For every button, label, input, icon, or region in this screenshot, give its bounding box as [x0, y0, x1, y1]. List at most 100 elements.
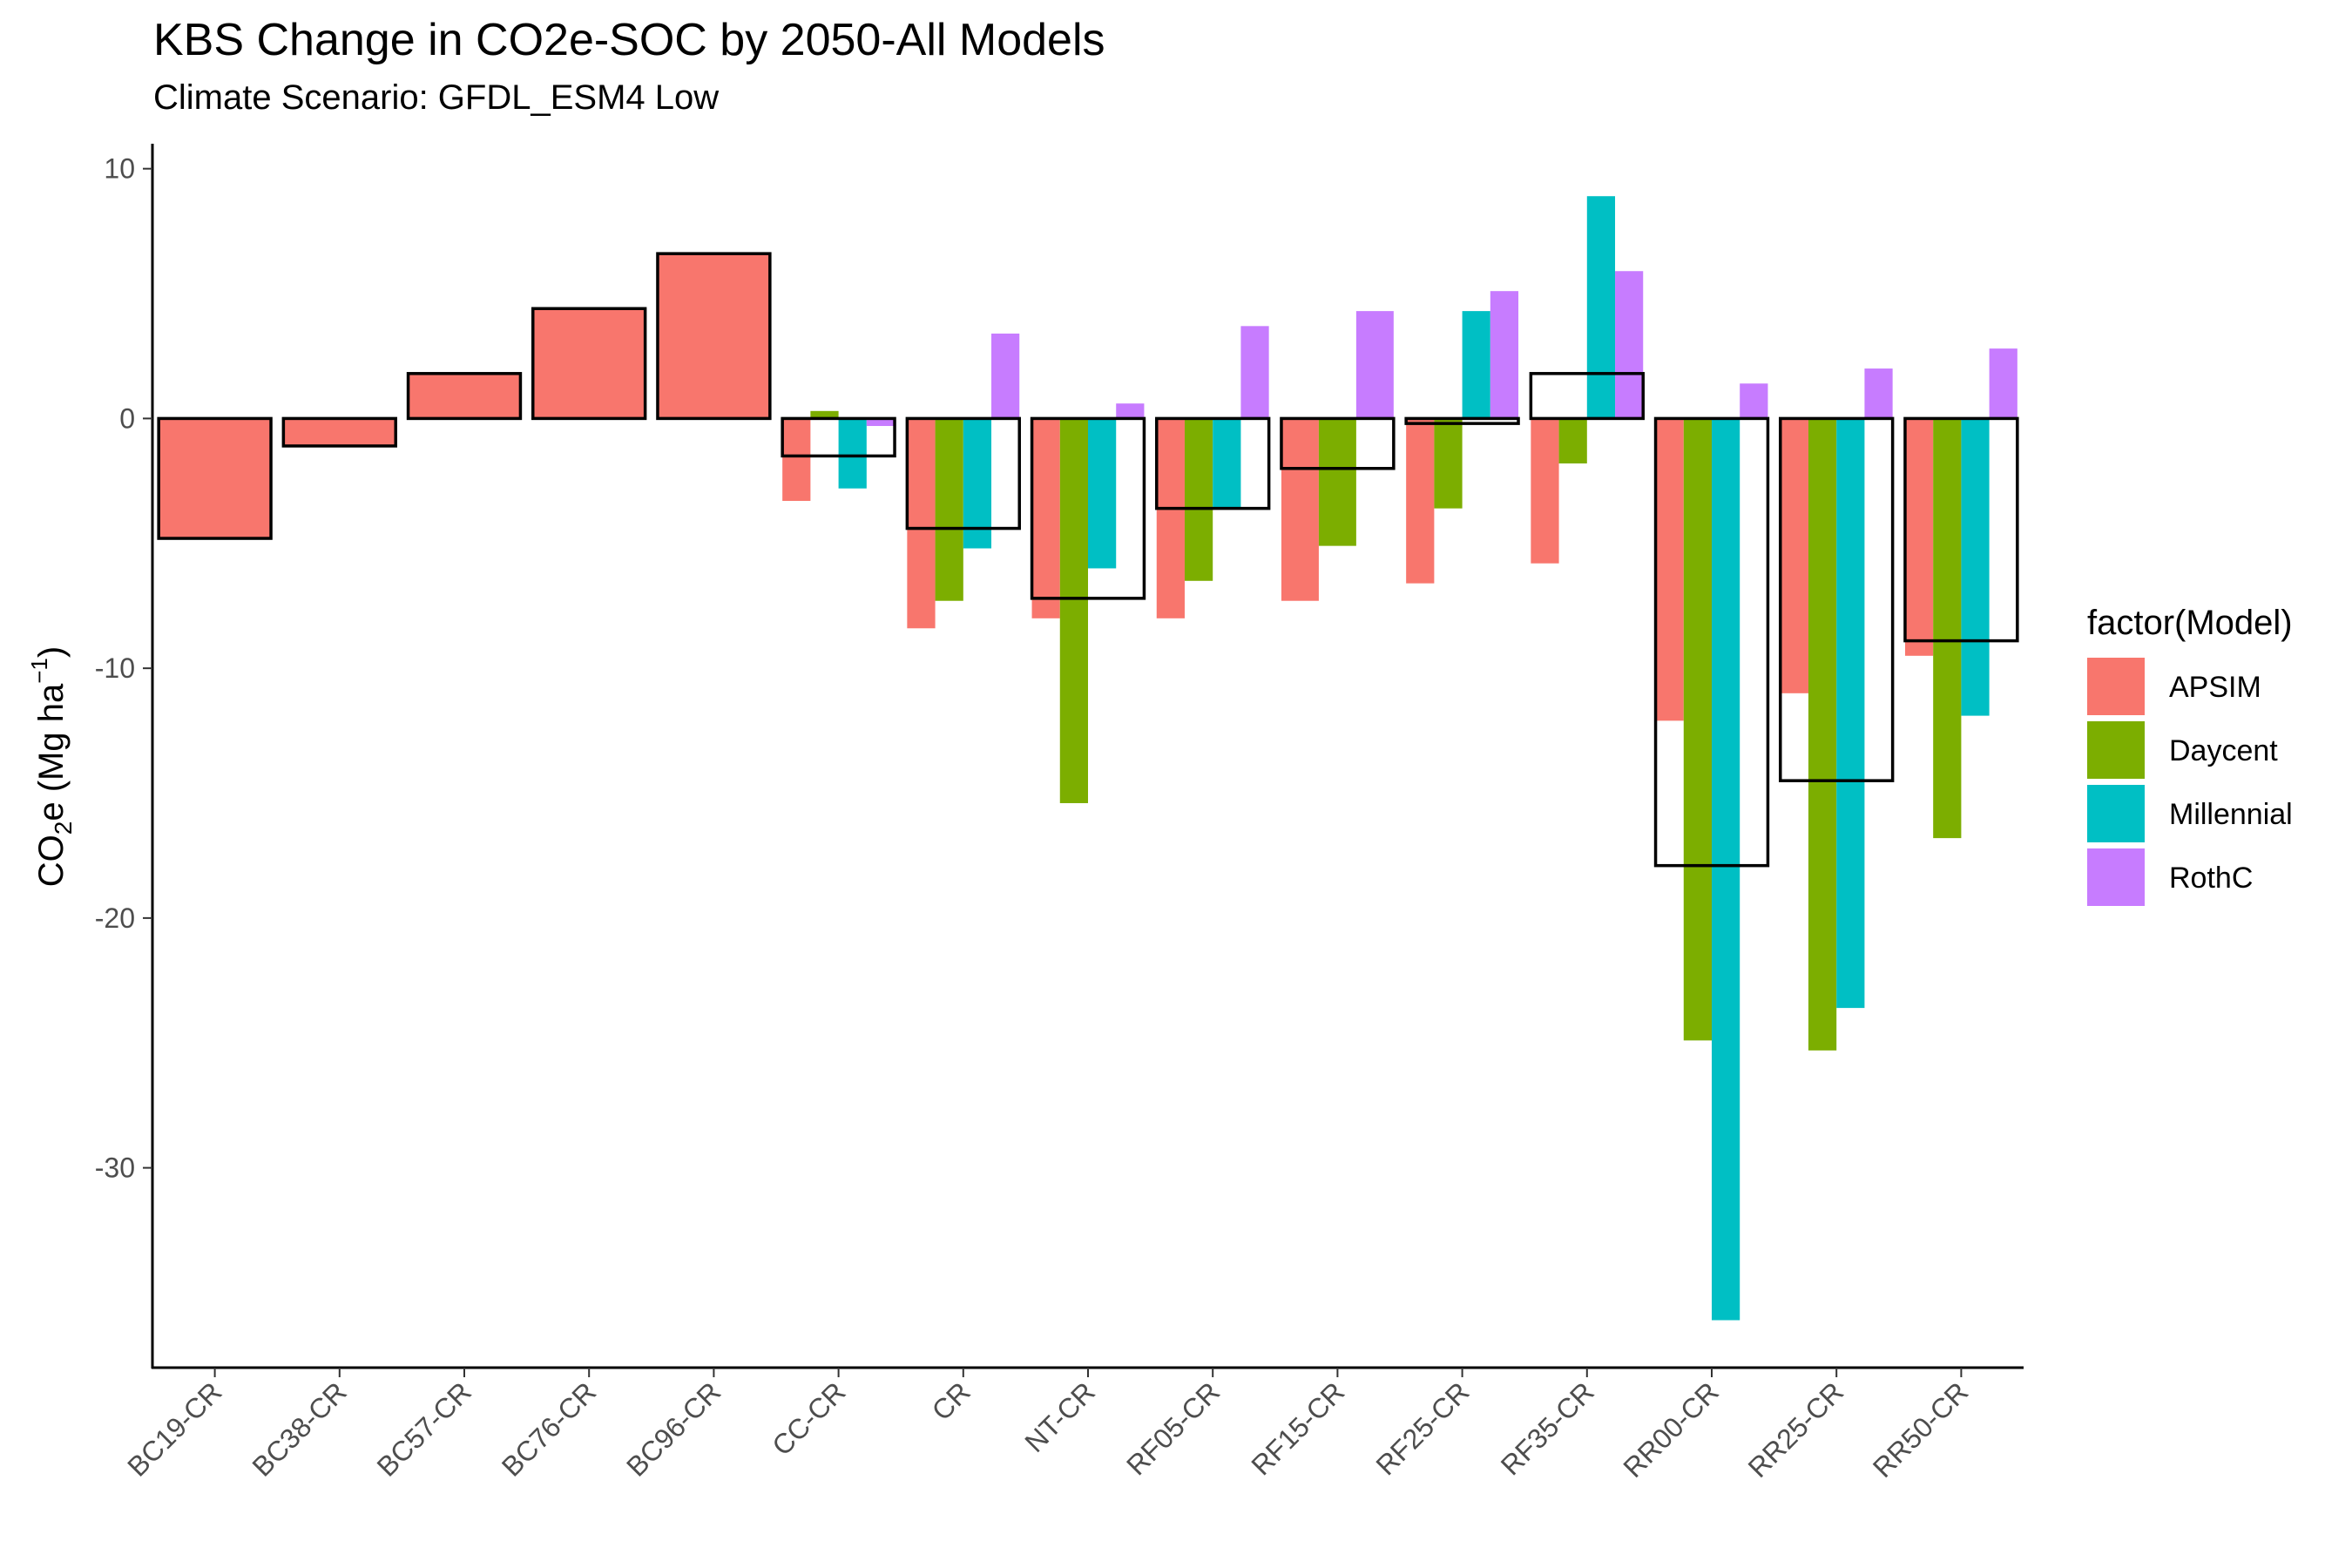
y-axis-label-close: ): [32, 646, 71, 658]
y-axis-label-sup: −1: [26, 658, 52, 684]
mean-outline-rr25-cr: [1779, 416, 1895, 782]
bar-rr00-cr-millennial: [1712, 418, 1740, 1321]
x-tick-label-bc38-cr: BC38-CR: [246, 1375, 352, 1482]
mean-outline-layer: [157, 252, 2019, 868]
bar-rr25-cr-daycent: [1808, 418, 1837, 1051]
bar-cc-cr-apsim: [782, 418, 811, 502]
x-tick-label-rf15-cr: RF15-CR: [1245, 1375, 1350, 1481]
bar-rf25-cr-rothc: [1490, 291, 1519, 419]
bar-rf35-cr-millennial: [1586, 196, 1616, 419]
bar-rf25-cr-apsim: [1406, 418, 1435, 584]
bar-bc19-cr-apsim: [159, 418, 272, 539]
x-tick-label-rf25-cr: RF25-CR: [1370, 1375, 1476, 1481]
x-tick-label-rf05-cr: RF05-CR: [1120, 1375, 1226, 1481]
bar-rr25-cr-apsim: [1780, 418, 1808, 693]
x-tick-label-bc96-cr: BC96-CR: [620, 1375, 727, 1482]
bar-rr50-cr-rothc: [1989, 348, 2017, 419]
y-tick-label-30: -30: [95, 1152, 135, 1184]
bar-rf15-cr-rothc: [1355, 311, 1394, 419]
bar-rf15-cr-apsim: [1281, 418, 1319, 601]
x-tick-label-cr: CR: [926, 1375, 977, 1426]
bar-cc-cr-daycent: [810, 410, 839, 419]
x-tick-label-rr50-cr: RR50-CR: [1867, 1375, 1975, 1484]
mean-outline-bc96-cr: [656, 252, 772, 421]
bar-nt-cr-millennial: [1088, 418, 1117, 569]
bar-rr00-cr-daycent: [1683, 418, 1712, 1041]
mean-outline-cc-cr: [781, 416, 896, 458]
x-tick-label-rr25-cr: RR25-CR: [1742, 1375, 1850, 1484]
bar-rf05-cr-daycent: [1184, 418, 1213, 581]
chart-subtitle: Climate Scenario: GFDL_ESM4 Low: [153, 78, 720, 117]
legend-label-rothc: RothC: [2169, 862, 2253, 895]
bar-rf05-cr-apsim: [1156, 418, 1185, 618]
bar-bc57-cr-apsim: [408, 373, 521, 419]
bar-rf35-cr-daycent: [1558, 418, 1587, 464]
bar-cr-rothc: [991, 333, 1020, 419]
bar-nt-cr-apsim: [1031, 418, 1060, 618]
bar-nt-cr-rothc: [1116, 403, 1145, 419]
mean-outline-rr00-cr: [1653, 416, 1770, 868]
bar-rf05-cr-millennial: [1213, 418, 1241, 509]
bar-rr50-cr-apsim: [1904, 418, 1934, 656]
mean-outline-rf15-cr: [1280, 416, 1396, 470]
x-tick-label-bc76-cr: BC76-CR: [496, 1375, 602, 1482]
x-tick-label-cc-cr: CC-CR: [766, 1375, 851, 1461]
x-tick-label-nt-cr: NT-CR: [1018, 1375, 1101, 1458]
mean-outline-rr50-cr: [1903, 416, 2019, 643]
mean-outline-bc57-cr: [406, 372, 523, 421]
bar-rf35-cr-rothc: [1615, 271, 1644, 419]
bar-bc38-cr-apsim: [283, 418, 396, 446]
bar-rf25-cr-daycent: [1434, 418, 1463, 509]
bar-bc96-cr-apsim: [657, 253, 770, 419]
legend-key-daycent: [2087, 721, 2145, 779]
legend: factor(Model) APSIM Daycent Millennial Roth…: [2087, 604, 2293, 906]
x-tick-label-rr00-cr: RR00-CR: [1617, 1375, 1725, 1484]
legend-key-rothc: [2087, 848, 2145, 906]
y-tick-label-20: -20: [95, 902, 135, 934]
x-ticks-layer: BC19-CR BC38-CR BC57-CR BC76-CR BC96-CR CC-CR…: [121, 1368, 1974, 1484]
mean-outline-rf05-cr: [1155, 416, 1271, 510]
mean-outline-rf25-cr: [1404, 416, 1520, 425]
bar-bc76-cr-apsim: [532, 308, 645, 419]
mean-outline-bc19-cr: [157, 416, 273, 540]
bar-rr50-cr-daycent: [1933, 418, 1962, 839]
y-axis-label-sub: 2: [50, 821, 77, 835]
chart-title: KBS Change in CO2e-SOC by 2050-All Model…: [153, 15, 1105, 65]
legend-title: factor(Model): [2087, 604, 2293, 642]
bar-rr25-cr-rothc: [1864, 368, 1893, 419]
mean-outline-nt-cr: [1030, 416, 1146, 600]
legend-label-daycent: Daycent: [2169, 734, 2278, 767]
y-axis-label: CO2e (Mg ha−1): [26, 646, 77, 887]
mean-outline-bc38-cr: [281, 416, 397, 448]
mean-outline-bc76-cr: [531, 307, 647, 421]
legend-label-millennial: Millennial: [2169, 798, 2293, 831]
x-tick-label-bc57-cr: BC57-CR: [371, 1375, 477, 1482]
bar-rf35-cr-apsim: [1531, 418, 1559, 564]
y-tick-label-10: 10: [104, 153, 135, 185]
mean-outline-cr: [905, 416, 1021, 531]
bar-cr-millennial: [963, 418, 992, 549]
bar-rr25-cr-millennial: [1836, 418, 1865, 1009]
legend-label-apsim: APSIM: [2169, 671, 2261, 704]
y-axis-label-rest: e (Mg ha: [32, 683, 71, 821]
y-ticks-layer: 10 0 -10 -20 -30: [95, 153, 152, 1184]
bar-rf05-cr-rothc: [1240, 326, 1269, 419]
bars-layer: [159, 196, 2017, 1321]
y-tick-label-10: -10: [95, 652, 135, 684]
bar-cc-cr-rothc: [866, 418, 896, 427]
bar-rr50-cr-millennial: [1961, 418, 1990, 716]
bar-rr00-cr-rothc: [1740, 383, 1768, 419]
bar-cr-apsim: [907, 418, 936, 629]
bar-cc-cr-millennial: [838, 418, 867, 489]
bar-nt-cr-daycent: [1059, 418, 1088, 803]
bar-rf15-cr-daycent: [1318, 418, 1356, 546]
x-tick-label-rf35-cr: RF35-CR: [1495, 1375, 1600, 1481]
mean-outline-rf35-cr: [1529, 372, 1645, 421]
legend-key-apsim: [2087, 658, 2145, 715]
legend-key-millennial: [2087, 785, 2145, 842]
bar-cr-daycent: [935, 418, 963, 601]
bar-rf25-cr-millennial: [1462, 311, 1490, 419]
bar-rr00-cr-apsim: [1655, 418, 1684, 721]
y-axis-label-main: CO: [32, 835, 71, 887]
